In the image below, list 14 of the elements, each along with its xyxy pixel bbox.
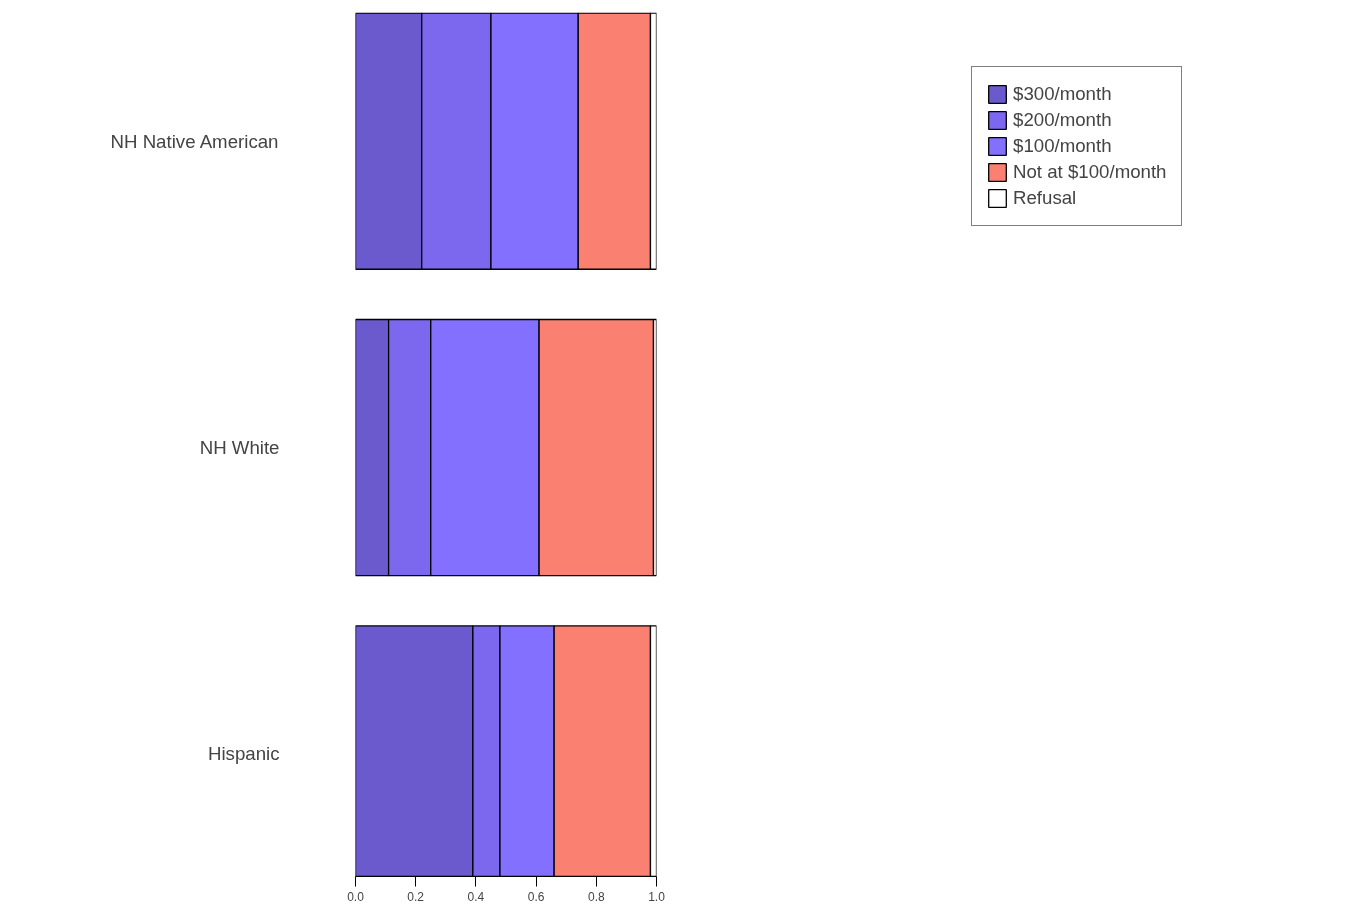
legend-label: $200/month bbox=[1013, 108, 1112, 132]
y-tick-label: Hispanic bbox=[207, 743, 280, 765]
legend-label: Not at $100/month bbox=[1013, 160, 1167, 184]
y-tick-label: NH Native American bbox=[110, 130, 279, 152]
legend-label: Refusal bbox=[1013, 186, 1077, 210]
x-tick-label: 0.8 bbox=[587, 889, 605, 904]
legend-label: $300/month bbox=[1013, 82, 1112, 106]
y-tick-label: NH White bbox=[199, 437, 280, 459]
x-tick-label: 0.2 bbox=[407, 889, 425, 904]
x-tick-label: 0.6 bbox=[527, 889, 545, 904]
x-tick-label: 1.0 bbox=[648, 889, 666, 904]
legend-label: $100/month bbox=[1013, 134, 1112, 158]
x-tick-label: 0.4 bbox=[467, 889, 485, 904]
x-tick-label: 0.0 bbox=[347, 889, 365, 904]
